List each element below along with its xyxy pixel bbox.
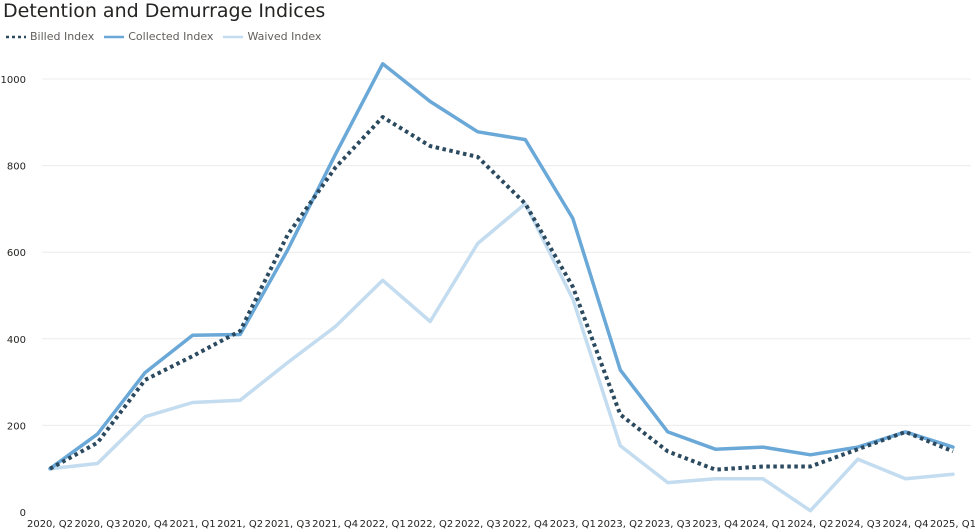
x-tick-label: 2021, Q3 — [265, 519, 311, 530]
series-line-collected-index — [48, 62, 955, 471]
legend-swatch-waived — [223, 35, 244, 38]
x-tick-label: 2022, Q3 — [455, 519, 501, 530]
legend-item-billed[interactable]: Billed Index — [6, 30, 94, 43]
legend-item-collected[interactable]: Collected Index — [104, 30, 213, 43]
x-tick-label: 2023, Q2 — [597, 519, 643, 530]
legend-swatch-collected — [104, 35, 125, 38]
y-tick-label: 800 — [7, 162, 26, 173]
legend-label-waived: Waived Index — [247, 30, 322, 43]
x-tick-label: 2025, Q1 — [930, 519, 975, 530]
x-tick-label: 2024, Q4 — [882, 519, 928, 530]
x-tick-label: 2023, Q3 — [645, 519, 691, 530]
x-tick-label: 2020, Q2 — [27, 519, 73, 530]
y-tick-label: 600 — [7, 248, 26, 259]
x-tick-label: 2021, Q2 — [217, 519, 263, 530]
series-line-billed-index — [49, 115, 954, 472]
x-tick-label: 2024, Q2 — [787, 519, 833, 530]
x-tick-label: 2023, Q1 — [550, 519, 596, 530]
x-tick-label: 2021, Q4 — [312, 519, 358, 530]
series-line-waived-index — [48, 201, 955, 513]
x-tick-label: 2024, Q3 — [835, 519, 881, 530]
x-tick-label: 2023, Q4 — [692, 519, 738, 530]
legend-label-billed: Billed Index — [30, 30, 95, 43]
chart-title: Detention and Demurrage Indices — [3, 0, 326, 22]
legend-label-collected: Collected Index — [128, 30, 214, 43]
y-tick-label: 0 — [20, 508, 26, 519]
x-tick-label: 2024, Q1 — [740, 519, 786, 530]
legend-item-waived[interactable]: Waived Index — [223, 30, 321, 43]
x-tick-label: 2022, Q4 — [502, 519, 548, 530]
legend: Billed Index Collected Index Waived Inde… — [6, 30, 331, 43]
x-tick-label: 2022, Q1 — [360, 519, 406, 530]
y-tick-label: 400 — [7, 335, 26, 346]
x-tick-label: 2020, Q3 — [75, 519, 121, 530]
y-tick-label: 1000 — [1, 75, 26, 86]
y-tick-label: 200 — [7, 421, 26, 432]
x-tick-label: 2022, Q2 — [407, 519, 453, 530]
x-tick-label: 2020, Q4 — [122, 519, 168, 530]
x-tick-label: 2021, Q1 — [170, 519, 216, 530]
